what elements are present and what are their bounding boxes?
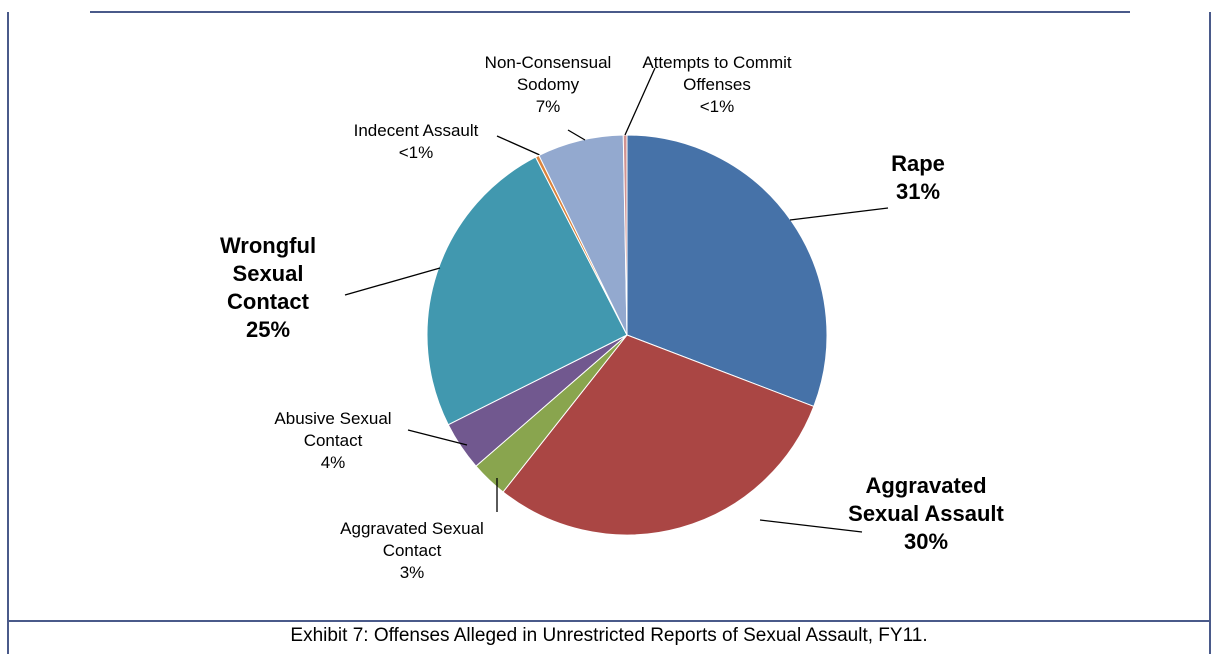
pie-slice <box>626 134 828 408</box>
pie-slice <box>502 334 815 536</box>
slice-label: Indecent Assault <box>353 121 479 140</box>
value-label: 30% <box>903 529 949 554</box>
leader-line <box>496 135 543 157</box>
value-label: <1% <box>398 143 434 162</box>
slice-label: Attempts to Commit Offenses <box>642 53 792 94</box>
slice-label: Wrongful Sexual Contact <box>219 233 317 314</box>
slice-label: Aggravated Sexual Contact <box>340 519 484 560</box>
value-label: 7% <box>535 97 561 116</box>
value-label: <1% <box>699 97 735 116</box>
leader-line <box>624 67 656 136</box>
pie-slice <box>426 156 628 426</box>
leader-line <box>344 267 441 296</box>
value-label: 25% <box>245 317 291 342</box>
slice-label: Rape <box>891 151 945 176</box>
value-label: 4% <box>320 453 346 472</box>
value-label: 31% <box>895 179 941 204</box>
slice-label: Non-Consensual Sodomy <box>484 53 612 94</box>
caption: Exhibit 7: Offenses Alleged in Unrestric… <box>290 625 928 646</box>
slice-label: Aggravated Sexual Assault <box>848 473 1004 526</box>
slice-label: Abusive Sexual Contact <box>274 409 392 450</box>
leader-line <box>789 207 889 221</box>
leader-line <box>407 429 468 446</box>
value-label: 3% <box>399 563 425 582</box>
leader-line <box>759 519 863 533</box>
leader-line <box>567 129 586 141</box>
